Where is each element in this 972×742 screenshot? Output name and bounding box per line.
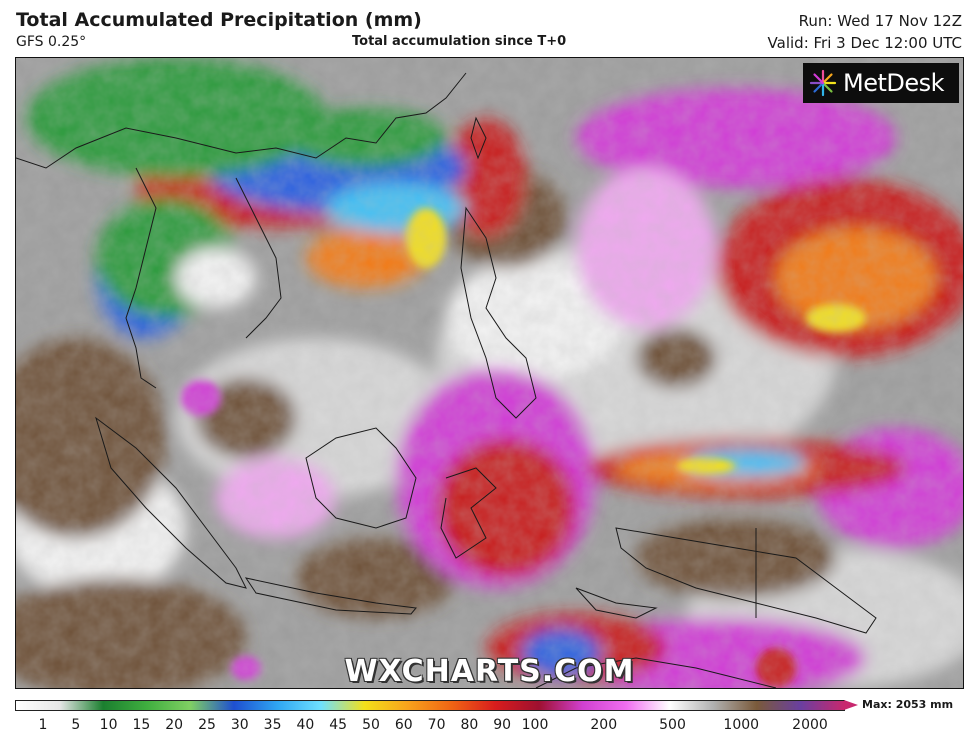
legend-tick-label: 5 [71,717,81,733]
legend-tick-label: 1000 [723,717,760,733]
metdesk-logo-text: MetDesk [843,69,945,97]
valid-time: Valid: Fri 3 Dec 12:00 UTC [767,34,962,52]
legend-tick-label: 90 [493,717,512,733]
legend-color-bar [15,700,845,711]
map-canvas [16,58,963,688]
legend-max-label: Max: 2053 mm [862,698,954,711]
legend-tick-label: 20 [165,717,184,733]
model-label: GFS 0.25° [16,34,87,50]
metdesk-star-icon [809,69,837,97]
chart-subtitle: Total accumulation since T+0 [352,34,567,49]
legend-tick-label: 35 [263,717,282,733]
legend-tick-label: 100 [521,717,549,733]
legend-ticks: 1 5 10 15 20 25 30 35 40 45 50 60 70 80 90 100 200 500 100… [15,717,845,737]
legend-max-arrow [844,700,858,710]
coastlines [16,72,877,688]
legend-tick-label: 200 [590,717,618,733]
precipitation-map: MetDesk WXCHARTS.COM [15,57,964,689]
wxcharts-watermark: WXCHARTS.COM [344,654,635,689]
legend-tick-label: 30 [230,717,249,733]
legend-tick-label: 60 [394,717,413,733]
legend-tick-label: 80 [460,717,479,733]
chart-title: Total Accumulated Precipitation (mm) [16,9,422,31]
legend-tick-label: 40 [296,717,315,733]
legend-tick-label: 2000 [792,717,828,733]
legend-tick-label: 10 [99,717,118,733]
legend-tick-label: 45 [329,717,348,733]
legend-tick-label: 70 [427,717,446,733]
legend-tick-label: 1 [38,717,48,733]
legend-tick-label: 50 [362,717,380,733]
legend-tick-label: 500 [659,717,686,733]
run-time: Run: Wed 17 Nov 12Z [798,12,962,30]
legend-tick-label: 25 [198,717,216,733]
metdesk-logo: MetDesk [803,63,959,103]
legend-tick-label: 15 [132,717,151,733]
